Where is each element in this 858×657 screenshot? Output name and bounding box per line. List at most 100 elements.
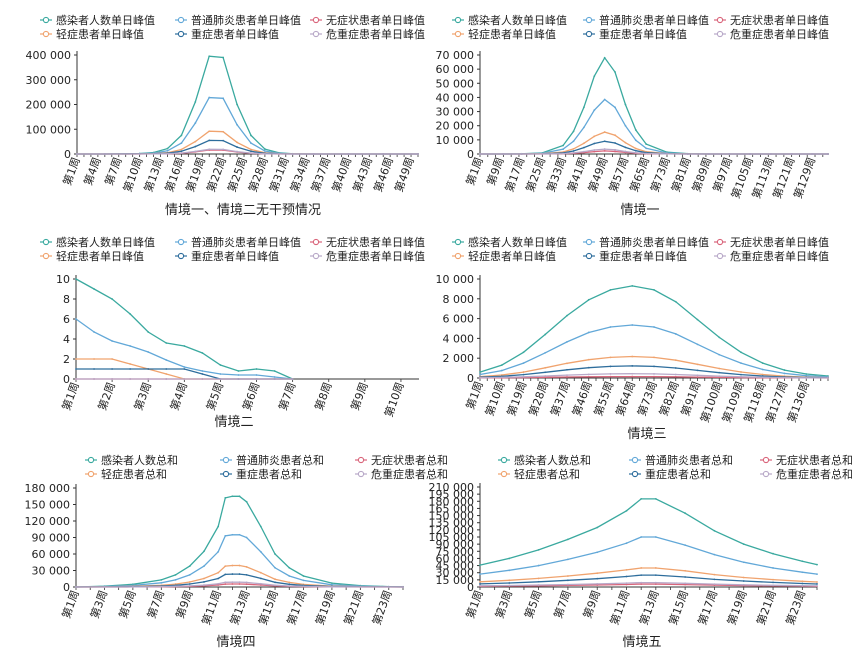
legend-label: 轻症患者单日峰值 [468, 249, 556, 263]
data-point [625, 568, 628, 571]
data-point [544, 375, 547, 377]
data-point [203, 565, 205, 567]
x-tick-label: 第82周 [656, 379, 681, 418]
data-point [696, 376, 699, 378]
y-tick-label: 180 000 [25, 482, 71, 495]
data-point [562, 144, 565, 147]
data-point [224, 573, 227, 576]
y-tick-label: 0 [64, 148, 71, 161]
data-point [147, 368, 150, 370]
data-point [183, 368, 186, 370]
data-point [666, 153, 668, 155]
data-point [75, 278, 77, 280]
y-tick-label: 30 000 [436, 106, 475, 119]
data-point [236, 141, 238, 144]
data-point [653, 288, 655, 291]
legend-marker [177, 252, 185, 260]
legend-label: 感染者人数单日峰值 [56, 235, 155, 249]
series-line [75, 318, 294, 380]
data-point [674, 367, 677, 369]
data-point [500, 369, 503, 372]
data-point [805, 374, 808, 377]
data-point [75, 586, 77, 588]
series-line [479, 536, 818, 576]
legend-marker [177, 30, 185, 38]
data-point [684, 544, 687, 546]
data-point [625, 542, 628, 545]
data-point [237, 378, 240, 380]
data-point [508, 579, 511, 582]
legend-item: 危重症患者总和 [355, 467, 448, 481]
data-point [684, 582, 687, 585]
data-point [194, 122, 197, 124]
x-tick-label: 第15周 [255, 588, 280, 627]
data-point [174, 578, 177, 581]
data-point [631, 355, 634, 358]
data-point [645, 143, 648, 146]
data-point [801, 584, 804, 587]
legend-item: 无症状患者单日峰值 [714, 235, 829, 249]
data-point [609, 288, 612, 291]
data-point [805, 373, 808, 375]
data-point [603, 148, 606, 150]
legend-marker [631, 456, 639, 464]
x-tick-label: 第7周 [101, 155, 124, 187]
data-point [522, 373, 525, 376]
x-tick-label: 第19周 [724, 588, 749, 627]
x-tick-label: 第3周 [87, 588, 110, 620]
x-tick-label: 第10周 [482, 379, 507, 418]
data-point [624, 103, 627, 106]
data-point [609, 326, 612, 328]
data-point [263, 152, 266, 155]
data-point [75, 378, 77, 380]
data-point [674, 373, 677, 376]
legend-item: 重症患者单日峰值 [175, 249, 279, 263]
x-tick-label: 第10周 [381, 380, 406, 419]
data-point [201, 352, 204, 354]
data-point [479, 583, 481, 585]
data-point [131, 585, 134, 588]
data-point [684, 512, 687, 515]
data-point [674, 375, 677, 378]
data-point [541, 153, 544, 155]
data-point [402, 586, 404, 588]
series-path [479, 498, 818, 566]
data-point [634, 139, 637, 142]
legend-item: 重症患者单日峰值 [583, 27, 687, 41]
x-tick-label: 第19周 [312, 588, 337, 627]
data-point [259, 577, 262, 580]
data-point [208, 130, 211, 133]
data-point [219, 364, 222, 366]
y-tick-label: 75 000 [436, 545, 475, 558]
legend-item: 轻症患者单日峰值 [40, 27, 144, 41]
y-tick-label: 180 000 [429, 495, 475, 508]
data-point [684, 576, 687, 578]
series-path [77, 148, 418, 155]
legend-item: 轻症患者总和 [498, 467, 580, 481]
data-point [572, 150, 575, 152]
legend-label: 轻症患者单日峰值 [56, 27, 144, 41]
legend-label: 轻症患者单日峰值 [56, 249, 144, 263]
data-point [160, 578, 163, 581]
data-point [291, 153, 294, 155]
legend-marker [312, 16, 320, 24]
data-point [273, 376, 276, 378]
data-point [593, 149, 596, 151]
data-point [224, 583, 227, 585]
y-tick-label: 120 000 [25, 515, 71, 528]
data-point [508, 569, 511, 572]
data-point [312, 153, 315, 155]
data-point [544, 351, 547, 354]
data-point [562, 148, 565, 151]
data-point [740, 351, 742, 354]
data-point [740, 373, 742, 376]
y-tick-label: 105 000 [429, 531, 475, 544]
series-path [480, 148, 828, 155]
y-tick-label: 40 000 [436, 91, 475, 104]
data-point [502, 153, 505, 155]
x-tick-label: 第4周 [167, 380, 190, 412]
legend-item: 感染者人数总和 [85, 453, 178, 467]
legend-marker [87, 470, 95, 478]
data-point [188, 565, 191, 567]
data-point [347, 153, 350, 155]
